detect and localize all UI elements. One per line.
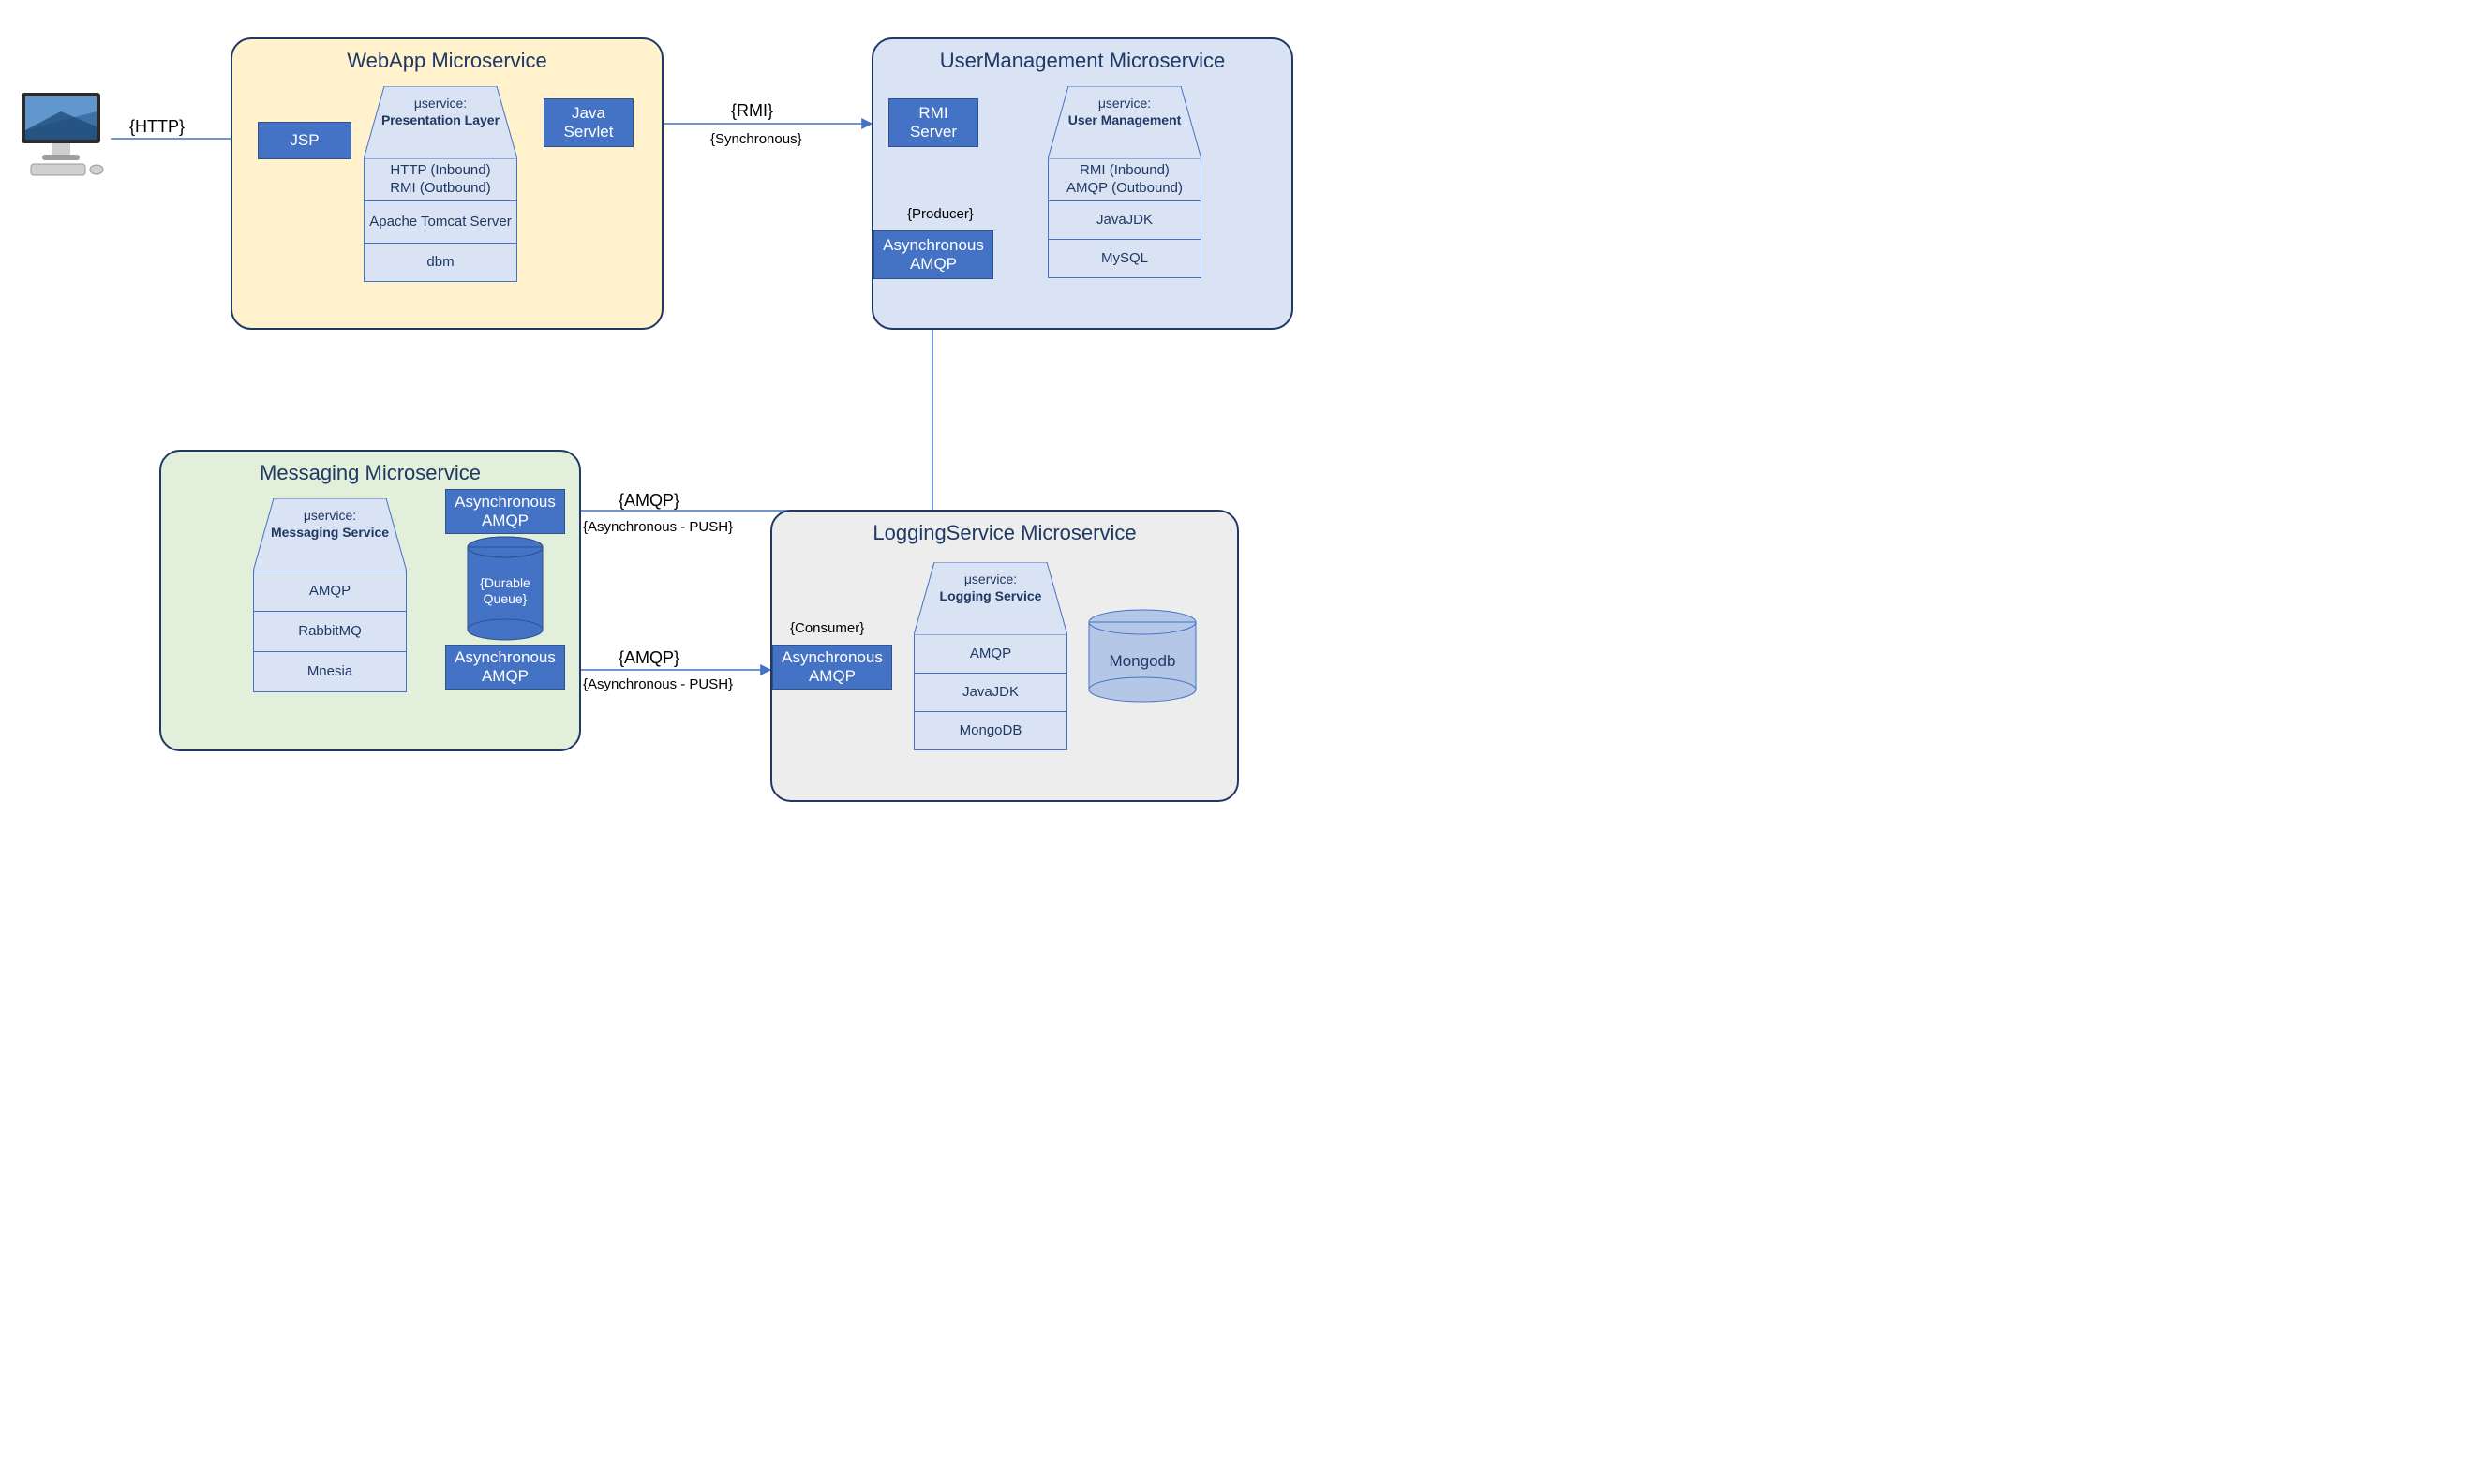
webapp-stack-head: μservice:Presentation Layer <box>364 86 517 159</box>
msg-async-top-block: Asynchronous AMQP <box>445 489 565 534</box>
log-row3: MongoDB <box>914 711 1067 750</box>
user-stack-head: μservice:User Management <box>1048 86 1201 159</box>
rmi-sub: {Synchronous} <box>710 131 802 147</box>
user-row2: JavaJDK <box>1048 200 1201 240</box>
logging-title: LoggingService Microservice <box>772 521 1237 545</box>
webapp-row2: Apache Tomcat Server <box>364 200 517 244</box>
rmi-label: {RMI} <box>731 101 773 121</box>
http-label: {HTTP} <box>129 117 185 137</box>
webapp-stack: μservice:Presentation Layer HTTP (Inboun… <box>364 86 517 282</box>
user-stack: μservice:User Management RMI (Inbound) A… <box>1048 86 1201 278</box>
mongodb-label: Mongodb <box>1087 652 1198 671</box>
user-async-block: Asynchronous AMQP <box>873 230 993 279</box>
java-servlet-block: Java Servlet <box>544 98 634 147</box>
webapp-row1: HTTP (Inbound) RMI (Outbound) <box>364 158 517 201</box>
log-head-small: μservice: <box>964 571 1017 586</box>
messaging-title: Messaging Microservice <box>161 461 579 485</box>
usermgmt-title: UserManagement Microservice <box>873 49 1291 73</box>
user-head-bold: User Management <box>1068 112 1182 127</box>
mongodb-cylinder: Mongodb <box>1087 609 1198 703</box>
amqp1-label: {AMQP} <box>619 491 679 511</box>
log-async-block: Asynchronous AMQP <box>772 645 892 690</box>
consumer-label: {Consumer} <box>790 620 864 636</box>
webapp-head-small: μservice: <box>414 96 467 111</box>
log-stack-head: μservice: Logging Service <box>914 562 1067 635</box>
webapp-row3: dbm <box>364 243 517 282</box>
producer-label: {Producer} <box>907 206 974 222</box>
msg-row2: RabbitMQ <box>253 611 407 652</box>
msg-head-small: μservice: <box>304 508 356 523</box>
msg-stack: μservice: Messaging Service AMQP RabbitMQ… <box>253 498 407 692</box>
msg-row3: Mnesia <box>253 651 407 692</box>
jsp-block: JSP <box>258 122 351 159</box>
msg-row1: AMQP <box>253 571 407 612</box>
rmi-server-block: RMI Server <box>888 98 978 147</box>
amqp1-sub: {Asynchronous - PUSH} <box>583 519 733 535</box>
user-head-small: μservice: <box>1098 96 1151 111</box>
webapp-head-bold: Presentation Layer <box>381 112 500 127</box>
log-stack: μservice: Logging Service AMQP JavaJDK Mo… <box>914 562 1067 750</box>
amqp2-label: {AMQP} <box>619 648 679 668</box>
log-row1: AMQP <box>914 634 1067 674</box>
user-row3: MySQL <box>1048 239 1201 278</box>
webapp-title: WebApp Microservice <box>232 49 662 73</box>
msg-async-bot-block: Asynchronous AMQP <box>445 645 565 690</box>
msg-head-bold: Messaging Service <box>271 525 389 540</box>
amqp2-sub: {Asynchronous - PUSH} <box>583 676 733 692</box>
log-head-bold: Logging Service <box>940 588 1042 603</box>
user-row1: RMI (Inbound) AMQP (Outbound) <box>1048 158 1201 201</box>
client-computer-icon <box>14 89 108 183</box>
durable-queue-cylinder: {Durable Queue} <box>467 536 544 641</box>
queue-label: {Durable Queue} <box>467 575 544 607</box>
msg-stack-head: μservice: Messaging Service <box>253 498 407 571</box>
diagram-canvas: {HTTP} WebApp Microservice JSP Java Serv… <box>0 0 1368 815</box>
log-row2: JavaJDK <box>914 673 1067 712</box>
